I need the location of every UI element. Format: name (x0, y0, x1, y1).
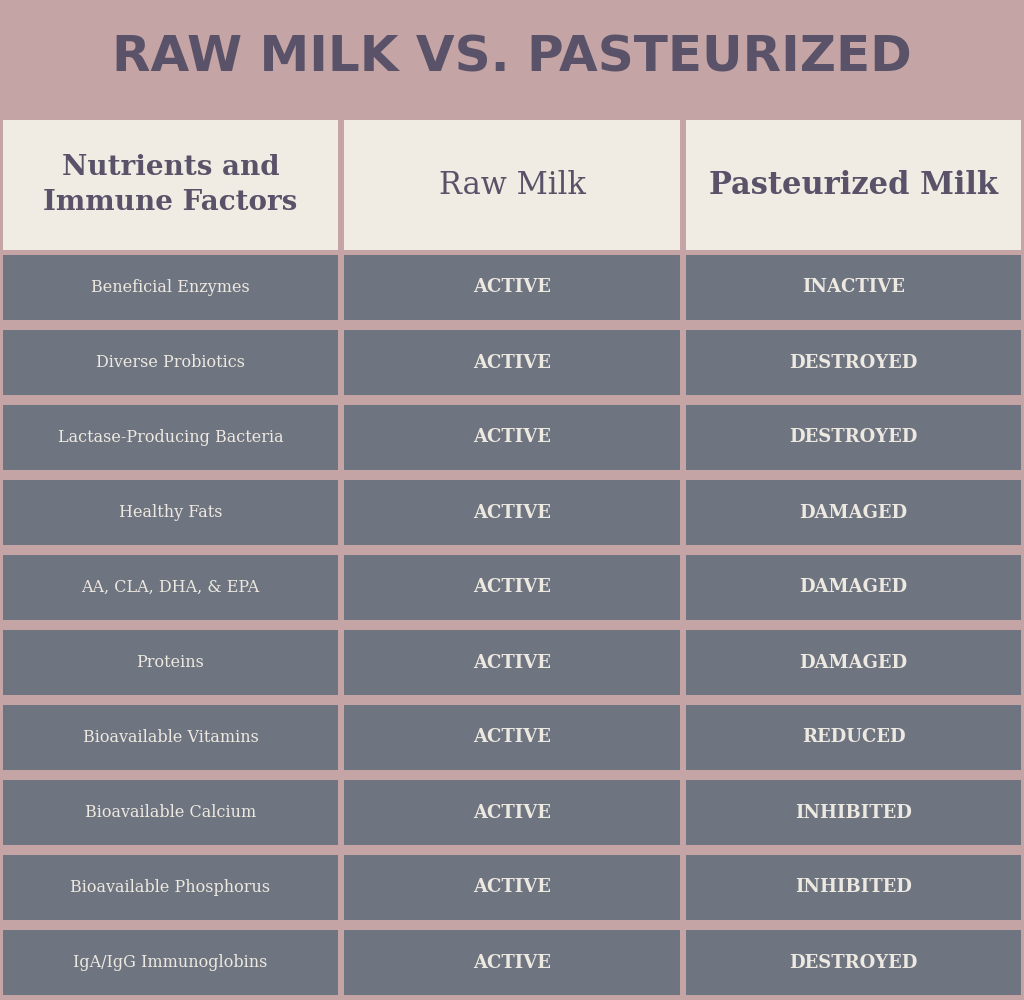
Bar (344, 780, 680, 845)
Text: INHIBITED: INHIBITED (795, 878, 912, 896)
Text: ACTIVE: ACTIVE (473, 954, 551, 972)
Text: DAMAGED: DAMAGED (800, 578, 907, 596)
Bar (0, 250, 1024, 1000)
Text: Bioavailable Vitamins: Bioavailable Vitamins (83, 729, 258, 746)
Bar (3, 855, 338, 920)
Bar (344, 330, 680, 395)
Bar (0, 0, 1024, 115)
Bar (3, 120, 338, 250)
Text: ACTIVE: ACTIVE (473, 278, 551, 296)
Text: DESTROYED: DESTROYED (790, 954, 918, 972)
Text: ACTIVE: ACTIVE (473, 428, 551, 446)
Bar (686, 120, 1021, 250)
Bar (0, 115, 1024, 123)
Bar (3, 555, 338, 620)
Bar (3, 630, 338, 695)
Text: Proteins: Proteins (136, 654, 205, 671)
Bar (3, 330, 338, 395)
Bar (344, 555, 680, 620)
Text: DAMAGED: DAMAGED (800, 503, 907, 521)
Bar (686, 930, 1021, 995)
Text: Beneficial Enzymes: Beneficial Enzymes (91, 279, 250, 296)
Text: ACTIVE: ACTIVE (473, 878, 551, 896)
Bar (344, 855, 680, 920)
Bar (686, 330, 1021, 395)
Text: Bioavailable Phosphorus: Bioavailable Phosphorus (71, 879, 270, 896)
Text: REDUCED: REDUCED (802, 728, 905, 746)
Bar (344, 255, 680, 320)
Text: DESTROYED: DESTROYED (790, 354, 918, 371)
Text: Nutrients and
Immune Factors: Nutrients and Immune Factors (43, 154, 298, 216)
Bar (344, 630, 680, 695)
Bar (686, 705, 1021, 770)
Text: ACTIVE: ACTIVE (473, 503, 551, 521)
Text: ACTIVE: ACTIVE (473, 728, 551, 746)
Bar (3, 780, 338, 845)
Text: Bioavailable Calcium: Bioavailable Calcium (85, 804, 256, 821)
Text: INACTIVE: INACTIVE (802, 278, 905, 296)
Text: DESTROYED: DESTROYED (790, 428, 918, 446)
Bar (344, 405, 680, 470)
Bar (686, 255, 1021, 320)
Bar (686, 855, 1021, 920)
Bar (3, 405, 338, 470)
Bar (344, 930, 680, 995)
Bar (686, 630, 1021, 695)
Text: Raw Milk: Raw Milk (438, 169, 586, 200)
Text: DAMAGED: DAMAGED (800, 654, 907, 672)
Text: Lactase-Producing Bacteria: Lactase-Producing Bacteria (57, 429, 284, 446)
Text: INHIBITED: INHIBITED (795, 804, 912, 822)
Bar (3, 705, 338, 770)
Bar (686, 405, 1021, 470)
Text: RAW MILK VS. PASTEURIZED: RAW MILK VS. PASTEURIZED (112, 33, 912, 82)
Bar (344, 480, 680, 545)
Text: ACTIVE: ACTIVE (473, 578, 551, 596)
Bar (3, 255, 338, 320)
Bar (686, 780, 1021, 845)
Bar (686, 555, 1021, 620)
Bar (3, 930, 338, 995)
Text: Pasteurized Milk: Pasteurized Milk (709, 169, 998, 200)
Text: Diverse Probiotics: Diverse Probiotics (96, 354, 245, 371)
Text: ACTIVE: ACTIVE (473, 654, 551, 672)
Text: ACTIVE: ACTIVE (473, 804, 551, 822)
Text: ACTIVE: ACTIVE (473, 354, 551, 371)
Text: Healthy Fats: Healthy Fats (119, 504, 222, 521)
Text: IgA/IgG Immunoglobins: IgA/IgG Immunoglobins (74, 954, 267, 971)
Text: AA, CLA, DHA, & EPA: AA, CLA, DHA, & EPA (82, 579, 259, 596)
Bar (344, 705, 680, 770)
Bar (686, 480, 1021, 545)
Bar (344, 120, 680, 250)
Bar (3, 480, 338, 545)
